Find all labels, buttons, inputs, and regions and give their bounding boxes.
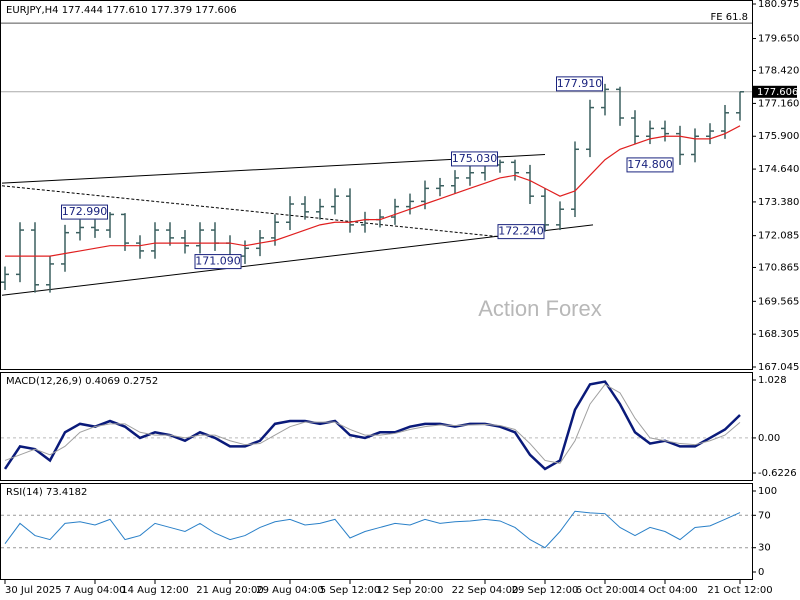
rsi-line: [4, 510, 741, 549]
y-tick-label: 175.900: [758, 131, 799, 142]
trendline: [1, 185, 511, 239]
annotation-label: 172.990: [62, 205, 108, 218]
x-tick-label: 14 Oct 04:00: [632, 585, 697, 596]
y-tick-label: 169.565: [758, 296, 799, 307]
y-tick-label: 168.305: [758, 329, 799, 340]
x-tick-label: 22 Sep 04:00: [452, 585, 519, 596]
annotation-box: [626, 157, 674, 173]
annotation-label: 171.090: [195, 255, 241, 268]
y-tick-label: 179.650: [758, 34, 799, 45]
annotation-label: 172.240: [498, 225, 544, 238]
x-tick-label: 21 Oct 12:00: [707, 585, 772, 596]
y-tick-label: 30: [758, 543, 771, 554]
last-price-label: 177.606: [757, 87, 798, 98]
annotation-box: [556, 76, 603, 92]
fe-label: FE 61.8: [710, 12, 748, 23]
y-tick-label: 170.865: [758, 262, 799, 273]
x-tick-label: 21 Aug 20:00: [196, 585, 263, 596]
y-tick-label: -0.6226: [758, 468, 797, 479]
y-tick-label: 1.028: [758, 375, 787, 386]
rsi-panel: [0, 483, 753, 580]
watermark: Action Forex: [478, 296, 602, 321]
moving-average: [5, 125, 741, 257]
macd-signal: [4, 383, 741, 464]
rsi-title: RSI(14) 73.4182: [6, 487, 87, 498]
last-price-tag: [753, 85, 797, 98]
annotation-label: 177.910: [557, 77, 603, 90]
x-tick-label: 6 Oct 20:00: [576, 585, 635, 596]
y-tick-label: 172.085: [758, 231, 799, 242]
x-tick-label: 14 Aug 12:00: [121, 585, 188, 596]
annotation-box: [451, 151, 498, 167]
x-tick-label: 29 Sep 12:00: [512, 585, 579, 596]
y-tick-label: 177.160: [758, 98, 799, 109]
macd-title: MACD(12,26,9) 0.4069 0.2752: [6, 376, 158, 387]
annotation-box: [497, 224, 545, 240]
y-tick-label: 0: [758, 567, 764, 578]
annotation-box: [61, 204, 108, 220]
price-panel: [0, 0, 753, 370]
y-tick-label: 173.380: [758, 197, 799, 208]
annotation-label: 175.030: [452, 152, 498, 165]
x-tick-label: 29 Aug 04:00: [256, 585, 323, 596]
y-tick-label: 0.00: [758, 433, 780, 444]
x-tick-label: 5 Sep 12:00: [320, 585, 380, 596]
x-tick-label: 7 Aug 04:00: [64, 585, 125, 596]
y-tick-label: 180.975: [758, 0, 799, 10]
annotation-label: 174.800: [627, 158, 673, 171]
macd-panel: [0, 372, 753, 481]
x-tick-label: 30 Jul 2025: [5, 585, 62, 596]
chart-title: EURJPY,H4 177.444 177.610 177.379 177.60…: [6, 5, 237, 16]
y-tick-label: 167.045: [758, 362, 799, 373]
annotation-box: [194, 254, 242, 270]
y-tick-label: 70: [758, 510, 771, 521]
y-tick-label: 100: [758, 486, 777, 497]
macd-line: [3, 380, 741, 471]
x-tick-label: 12 Sep 20:00: [377, 585, 444, 596]
y-tick-label: 178.420: [758, 66, 799, 77]
y-tick-label: 174.640: [758, 164, 799, 175]
